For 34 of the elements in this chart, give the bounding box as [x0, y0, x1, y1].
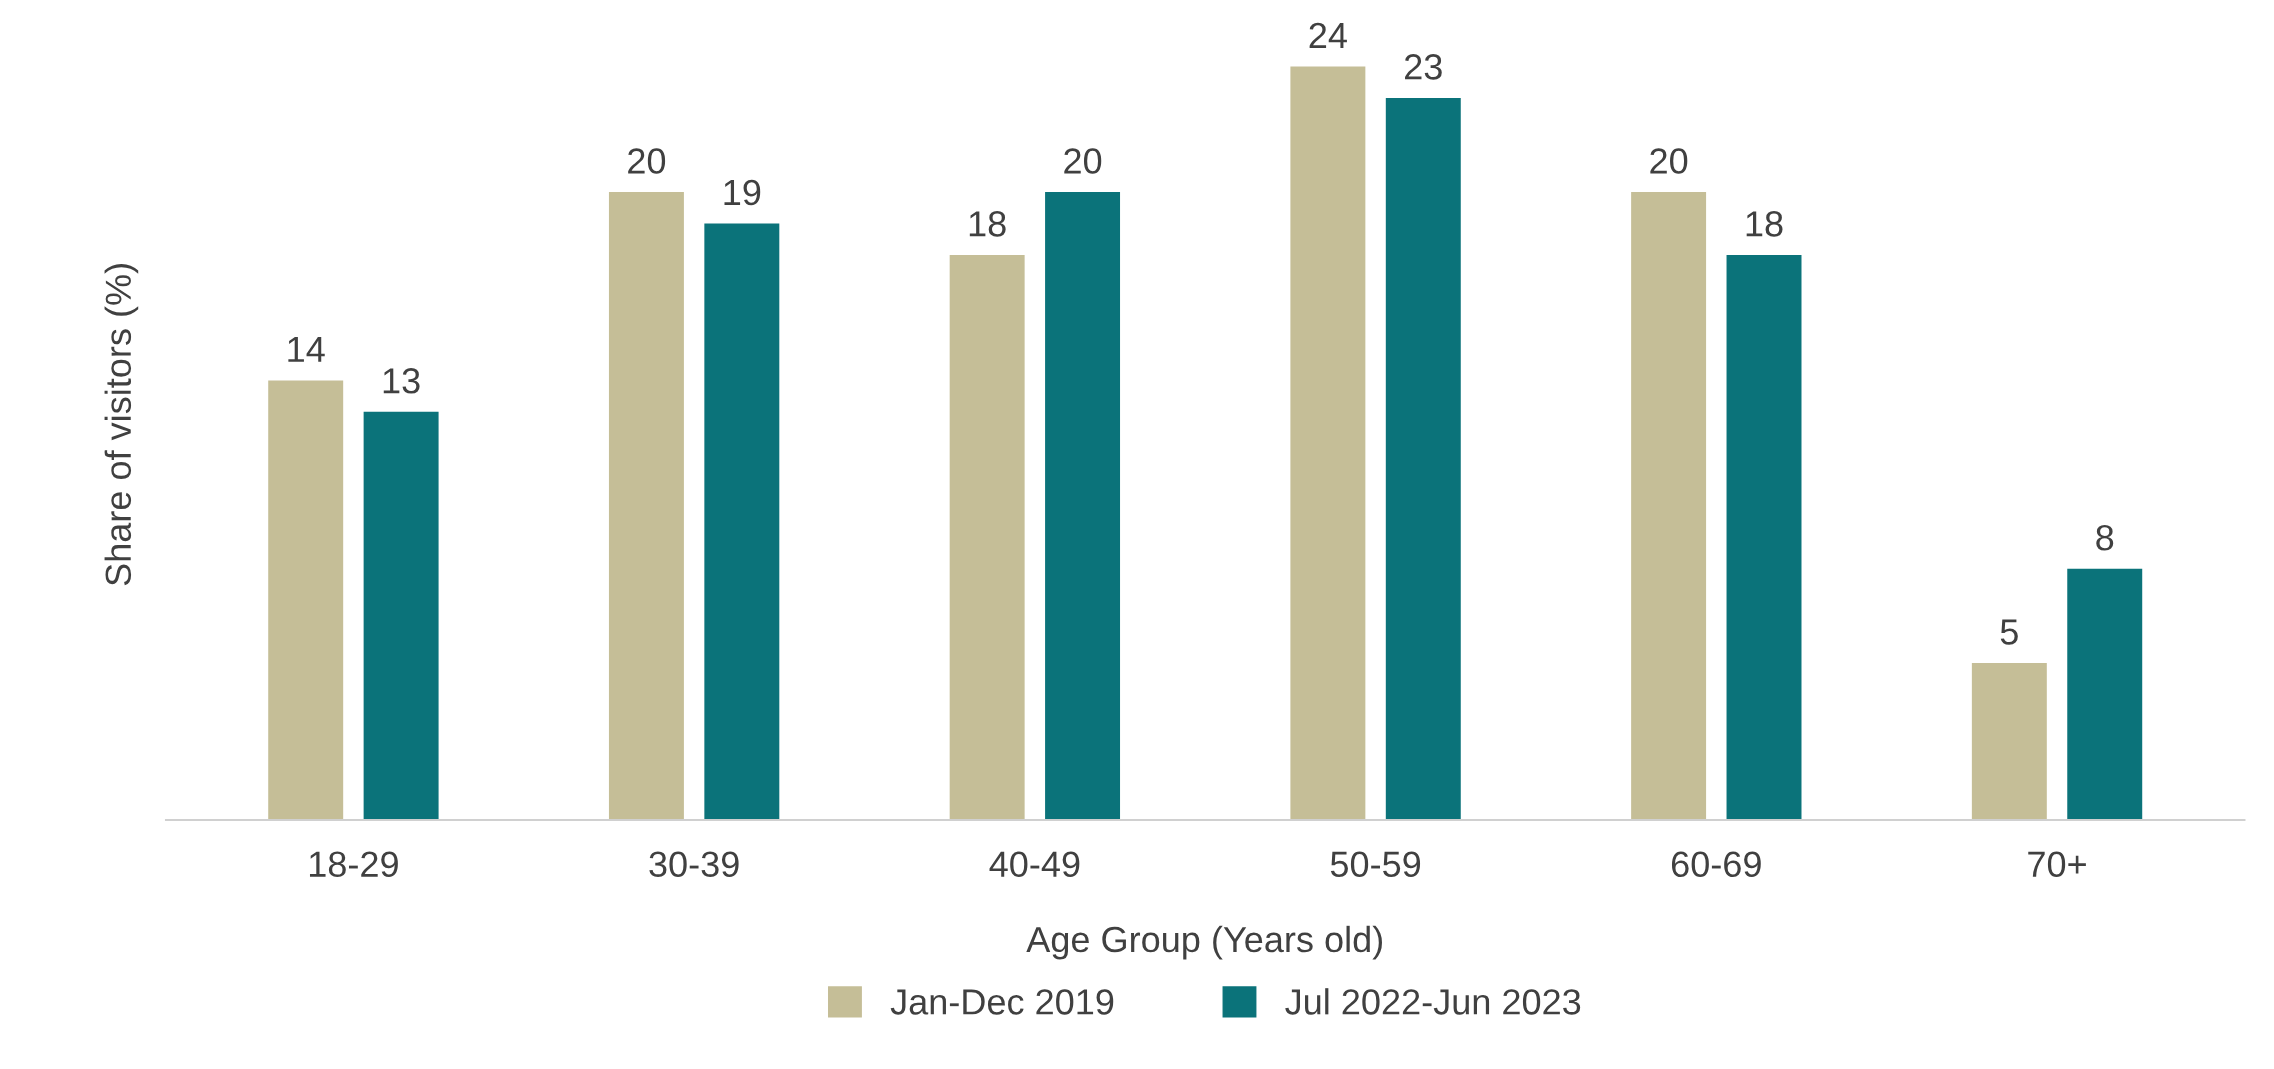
bar: [704, 223, 780, 820]
bar: [1290, 66, 1366, 820]
data-label: 14: [288, 337, 325, 362]
bar: [2067, 568, 2143, 820]
legend-label: Jan-Dec 2019: [890, 989, 1114, 1015]
data-label: 19: [724, 179, 761, 206]
bar: [1385, 97, 1461, 820]
data-label: 18: [1746, 211, 1783, 237]
x-axis-title: Age Group (Years old): [1026, 925, 1382, 960]
data-label: 20: [1650, 148, 1688, 174]
data-label: 13: [383, 368, 420, 394]
bar: [1726, 254, 1802, 820]
bar: [268, 380, 344, 820]
data-label: 23: [1405, 54, 1442, 80]
bar: [1631, 192, 1707, 820]
bar: [363, 411, 439, 820]
x-tick-label: 18-29: [309, 851, 398, 877]
data-label: 20: [628, 148, 666, 174]
legend-label: Jul 2022-Jun 2023: [1285, 988, 1581, 1015]
x-tick-label: 50-59: [1330, 851, 1421, 877]
x-tick-label: 70+: [2028, 851, 2086, 877]
x-tick-label: 40-49: [989, 851, 1080, 877]
bar: [1971, 662, 2047, 820]
bar: [949, 254, 1025, 820]
x-tick-label: 60-69: [1671, 851, 1761, 877]
x-tick-label: 30-39: [649, 851, 739, 877]
data-label: 20: [1064, 148, 1102, 174]
data-label: 24: [1309, 22, 1347, 48]
data-label: 18: [969, 211, 1006, 237]
bar: [608, 192, 684, 820]
y-axis-title: Share of visitors (%): [104, 264, 139, 586]
data-label: 8: [2096, 524, 2114, 551]
data-label: 5: [2000, 619, 2018, 645]
bar: [1045, 192, 1121, 820]
